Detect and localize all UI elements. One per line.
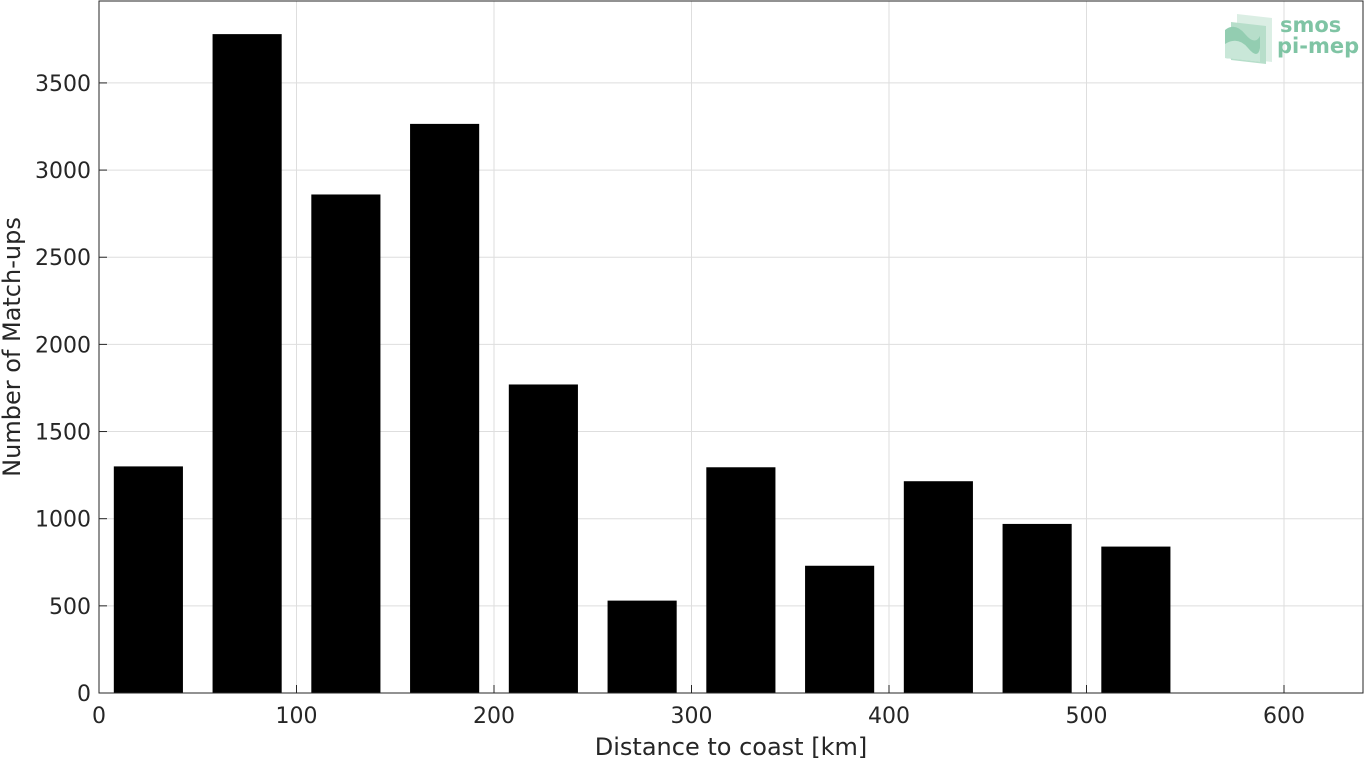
bar bbox=[706, 467, 776, 693]
y-tick-label: 1000 bbox=[35, 508, 91, 533]
bar bbox=[311, 194, 381, 693]
bar bbox=[113, 466, 183, 693]
x-axis-label: Distance to coast [km] bbox=[595, 733, 867, 760]
bar bbox=[1002, 523, 1072, 693]
y-tick-label: 2500 bbox=[35, 246, 91, 271]
y-tick-label: 500 bbox=[49, 595, 91, 620]
bar bbox=[1101, 546, 1171, 693]
smos-pi-mep-logo: smos pi-mep bbox=[1225, 13, 1359, 64]
bar bbox=[607, 600, 677, 693]
x-tick-label: 500 bbox=[1066, 704, 1108, 729]
y-tick-label: 3500 bbox=[35, 72, 91, 97]
bar bbox=[410, 123, 480, 693]
x-tick-label: 200 bbox=[473, 704, 515, 729]
logo-line-2: pi-mep bbox=[1277, 34, 1359, 58]
axes-box bbox=[98, 0, 1364, 694]
x-tick-label: 100 bbox=[276, 704, 318, 729]
x-tick-label: 300 bbox=[671, 704, 713, 729]
y-axis-label: Number of Match-ups bbox=[0, 217, 26, 477]
x-tick-label: 0 bbox=[92, 704, 106, 729]
x-tick-label: 600 bbox=[1263, 704, 1305, 729]
bar bbox=[805, 565, 875, 693]
ticks: 0 100 200 300 400 500 600 0 500 1000 1500 2000 2500 3… bbox=[35, 72, 1305, 729]
bars bbox=[113, 34, 1171, 693]
bar bbox=[508, 384, 578, 693]
bar bbox=[212, 34, 282, 693]
y-tick-label: 3000 bbox=[35, 159, 91, 184]
logo-line-1: smos bbox=[1280, 13, 1341, 37]
x-tick-label: 400 bbox=[868, 704, 910, 729]
logo-wave-icon bbox=[1225, 14, 1272, 64]
y-tick-label: 0 bbox=[77, 682, 91, 707]
y-tick-label: 1500 bbox=[35, 421, 91, 446]
y-tick-label: 2000 bbox=[35, 333, 91, 358]
bar bbox=[903, 481, 973, 693]
